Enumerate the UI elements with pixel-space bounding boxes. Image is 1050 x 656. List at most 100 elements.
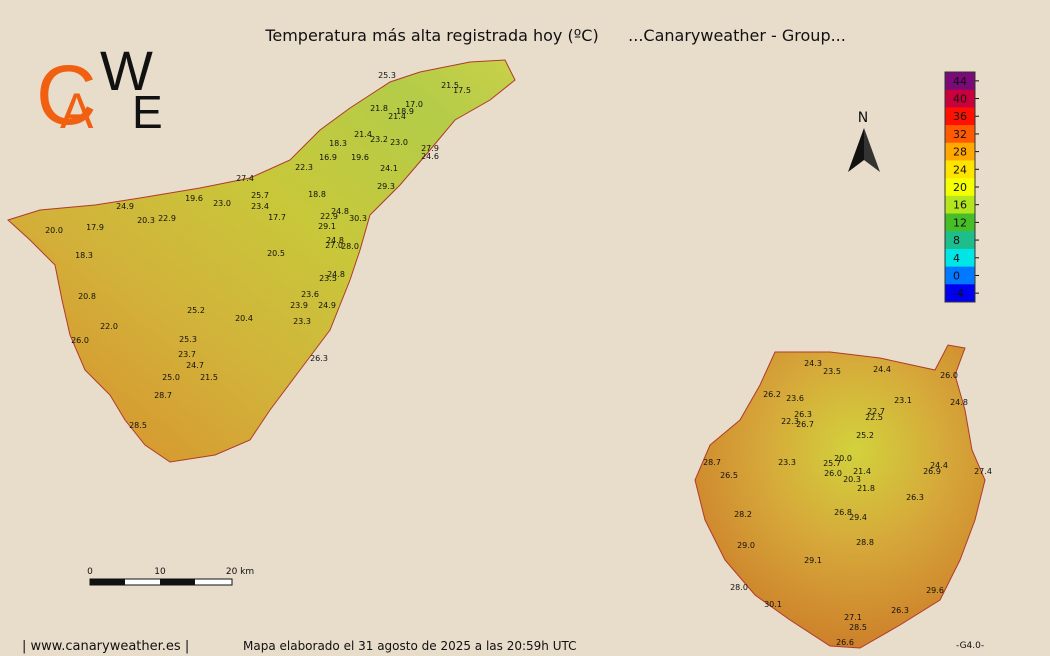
station-temp: 20.3 xyxy=(137,216,155,225)
station-temp: 23.4 xyxy=(251,202,269,211)
station-temp: 23.3 xyxy=(778,458,796,467)
station-temp: 21.4 xyxy=(388,112,406,121)
station-temp: 23.0 xyxy=(213,199,231,208)
legend-swatch xyxy=(945,178,975,197)
station-temp: 24.4 xyxy=(930,461,948,470)
scale-label: 20 km xyxy=(226,567,254,577)
legend-label: 4 xyxy=(953,252,960,265)
legend-label: 0 xyxy=(953,269,960,282)
station-temp: 20.0 xyxy=(45,226,63,235)
legend-label: 36 xyxy=(953,110,967,123)
station-temp: 22.0 xyxy=(100,322,118,331)
station-temp: 16.9 xyxy=(319,153,337,162)
legend-swatch xyxy=(945,195,975,215)
footer-note: Mapa elaborado el 31 agosto de 2025 a la… xyxy=(243,639,577,653)
station-temp: 26.6 xyxy=(836,638,854,647)
scale-segment xyxy=(160,579,195,585)
scale-label: 10 xyxy=(154,567,166,577)
legend-frame xyxy=(944,71,976,303)
logo-letter: E xyxy=(132,86,163,138)
station-temp: 21.8 xyxy=(370,104,388,113)
logo-letter: A xyxy=(60,83,94,139)
station-temp: 24.1 xyxy=(380,164,398,173)
station-temp: 21.5 xyxy=(441,81,459,90)
station-temp: 23.6 xyxy=(786,394,804,403)
station-temp: 24.9 xyxy=(318,301,336,310)
station-temp: 22.9 xyxy=(158,214,176,223)
station-temp: 17.5 xyxy=(453,86,471,95)
station-temp: 21.5 xyxy=(200,373,218,382)
legend-swatch xyxy=(945,266,975,285)
legend-swatch xyxy=(945,72,975,91)
north-label: N xyxy=(858,110,868,126)
station-temp: 20.4 xyxy=(235,314,253,323)
station-temp: 23.6 xyxy=(301,290,319,299)
station-temp: 19.6 xyxy=(185,194,203,203)
station-temp: 26.3 xyxy=(794,410,812,419)
station-temp: 22.7 xyxy=(867,407,885,416)
station-temp: 28.7 xyxy=(154,391,172,400)
gran-canaria-island xyxy=(694,344,986,649)
station-temp: 18.3 xyxy=(329,139,347,148)
station-temp: 26.0 xyxy=(71,336,89,345)
legend-label: -4 xyxy=(953,287,964,300)
logo: C A W E xyxy=(36,39,163,142)
station-temp: 18.3 xyxy=(75,251,93,260)
station-temp: 22.3 xyxy=(295,163,313,172)
station-temp: 26.7 xyxy=(796,420,814,429)
station-temp: 25.7 xyxy=(251,191,269,200)
station-temp: 28.8 xyxy=(856,538,874,547)
station-temp: 27.0 xyxy=(325,241,343,250)
station-temp: 26.0 xyxy=(940,371,958,380)
station-temp: 29.3 xyxy=(377,182,395,191)
logo-letter: W xyxy=(100,39,153,102)
station-temp: 26.3 xyxy=(310,354,328,363)
legend-label: 32 xyxy=(953,128,967,141)
logo-letter: C xyxy=(36,48,97,142)
legend-label: 8 xyxy=(953,234,960,247)
station-temp: 29.6 xyxy=(926,586,944,595)
station-temp: 27.1 xyxy=(844,613,862,622)
station-temp: 18.9 xyxy=(396,107,414,116)
station-temp: 20.0 xyxy=(834,454,852,463)
north-arrow-left xyxy=(848,128,864,172)
station-temp: 26.8 xyxy=(834,508,852,517)
station-temp: 30.3 xyxy=(349,214,367,223)
station-temp: 28.5 xyxy=(129,421,147,430)
station-temp: 24.3 xyxy=(804,359,822,368)
station-temp: 26.0 xyxy=(824,469,842,478)
station-temp: 24.8 xyxy=(950,398,968,407)
legend-swatch xyxy=(945,125,975,144)
legend-swatch xyxy=(945,89,975,108)
station-temp: 29.1 xyxy=(318,222,336,231)
title: Temperatura más alta registrada hoy (ºC) xyxy=(264,26,598,45)
legend-swatch xyxy=(945,142,975,161)
station-temp: 23.2 xyxy=(370,135,388,144)
station-temp: 26.5 xyxy=(720,471,738,480)
station-temp: 27.4 xyxy=(974,467,992,476)
station-temp: 25.3 xyxy=(378,71,396,80)
scale-bar: 0 10 20 km xyxy=(87,567,254,586)
north-arrow: N xyxy=(848,110,880,172)
station-temp: 26.3 xyxy=(891,606,909,615)
station-temp: 29.0 xyxy=(737,541,755,550)
station-temp: 27.4 xyxy=(236,174,254,183)
station-temp: 28.0 xyxy=(730,583,748,592)
legend-swatch xyxy=(945,160,975,179)
legend-label: 28 xyxy=(953,146,967,159)
station-temp: 21.4 xyxy=(853,467,871,476)
legend-swatch xyxy=(945,248,975,268)
station-temp: 23.3 xyxy=(293,317,311,326)
station-temp: 28.0 xyxy=(341,242,359,251)
station-temp: 20.8 xyxy=(78,292,96,301)
station-temp: 17.7 xyxy=(268,213,286,222)
station-temp: 23.1 xyxy=(894,396,912,405)
tenerife-island xyxy=(7,59,516,463)
station-temp: 28.7 xyxy=(703,458,721,467)
legend-label: 40 xyxy=(953,93,967,106)
station-temp: 20.3 xyxy=(843,475,861,484)
station-temp: 28.2 xyxy=(734,510,752,519)
station-temp: 29.4 xyxy=(849,513,867,522)
station-temp: 26.2 xyxy=(763,390,781,399)
